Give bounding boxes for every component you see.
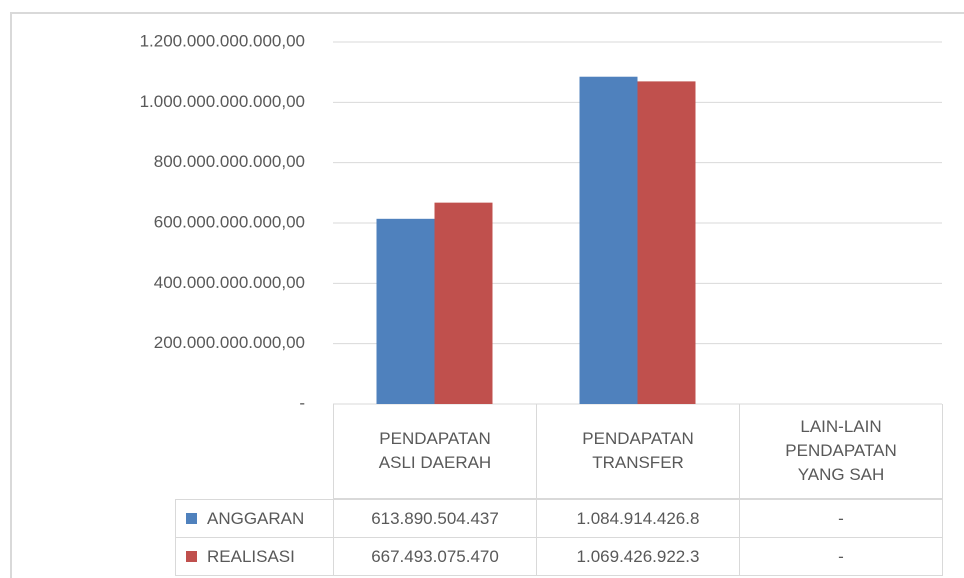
data-label: 613.890.504.437	[333, 499, 537, 538]
data-label: 1.084.914.426.8	[536, 499, 740, 538]
data-label: 1.069.426.922.3	[536, 537, 740, 576]
legend-entry: REALISASI	[175, 537, 334, 576]
bar	[376, 218, 435, 404]
x-tick-label: PENDAPATAN ASLI DAERAH	[333, 404, 537, 499]
bar	[637, 81, 696, 405]
legend-label: ANGGARAN	[207, 508, 305, 528]
bar	[579, 76, 638, 405]
legend-label: REALISASI	[207, 546, 295, 566]
y-tick-label: -	[299, 393, 305, 412]
y-tick-label: 1.000.000.000.000,00	[140, 92, 305, 111]
x-tick-label: LAIN-LAIN PENDAPATAN YANG SAH	[739, 404, 943, 499]
y-tick-label: 400.000.000.000,00	[154, 273, 305, 292]
y-tick-label: 600.000.000.000,00	[154, 212, 305, 231]
chart-frame	[10, 12, 964, 578]
y-tick-label: 200.000.000.000,00	[154, 333, 305, 352]
legend-swatch	[186, 551, 197, 562]
data-label: -	[739, 537, 943, 576]
data-label: -	[739, 499, 943, 538]
data-label: 667.493.075.470	[333, 537, 537, 576]
legend-swatch	[186, 513, 197, 524]
bar	[434, 202, 493, 404]
y-tick-label: 1.200.000.000.000,00	[140, 31, 305, 50]
x-tick-label: PENDAPATAN TRANSFER	[536, 404, 740, 499]
legend-entry: ANGGARAN	[175, 499, 334, 538]
y-tick-label: 800.000.000.000,00	[154, 152, 305, 171]
